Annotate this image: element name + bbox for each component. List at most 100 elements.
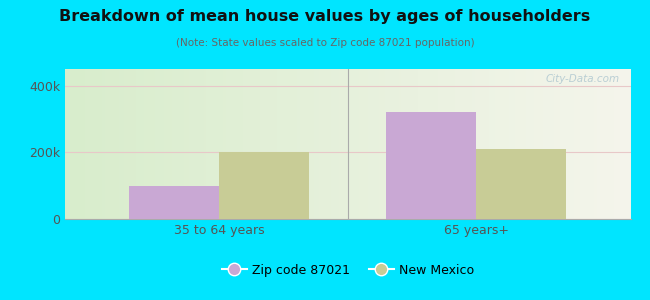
Bar bbox=[302, 69, 305, 219]
Bar bbox=[252, 69, 254, 219]
Bar bbox=[249, 69, 252, 219]
Bar bbox=[480, 69, 484, 219]
Bar bbox=[207, 69, 209, 219]
Bar bbox=[476, 149, 566, 219]
Bar bbox=[574, 69, 577, 219]
Bar bbox=[622, 69, 625, 219]
Bar bbox=[159, 69, 161, 219]
Text: City-Data.com: City-Data.com bbox=[545, 74, 619, 83]
Bar bbox=[588, 69, 591, 219]
Bar bbox=[582, 69, 585, 219]
Bar bbox=[226, 69, 229, 219]
Bar bbox=[478, 69, 480, 219]
Bar bbox=[243, 69, 246, 219]
Bar bbox=[176, 69, 178, 219]
Bar bbox=[141, 69, 144, 219]
Bar bbox=[155, 69, 159, 219]
Bar bbox=[116, 69, 119, 219]
Bar bbox=[289, 69, 291, 219]
Bar bbox=[385, 69, 387, 219]
Bar bbox=[84, 69, 88, 219]
Bar bbox=[469, 69, 472, 219]
Bar bbox=[515, 69, 517, 219]
Bar bbox=[458, 69, 461, 219]
Bar bbox=[402, 69, 404, 219]
Bar bbox=[430, 69, 433, 219]
Bar bbox=[503, 69, 506, 219]
Bar bbox=[79, 69, 82, 219]
Bar bbox=[73, 69, 76, 219]
Bar bbox=[585, 69, 588, 219]
Bar bbox=[593, 69, 597, 219]
Bar bbox=[602, 69, 605, 219]
Bar bbox=[549, 69, 551, 219]
Bar bbox=[322, 69, 325, 219]
Bar bbox=[611, 69, 614, 219]
Bar bbox=[441, 69, 444, 219]
Bar bbox=[203, 69, 207, 219]
Bar bbox=[325, 69, 328, 219]
Bar bbox=[597, 69, 599, 219]
Bar bbox=[486, 69, 489, 219]
Bar bbox=[517, 69, 520, 219]
Bar bbox=[447, 69, 450, 219]
Bar bbox=[512, 69, 515, 219]
Bar bbox=[68, 69, 71, 219]
Bar bbox=[201, 69, 203, 219]
Bar bbox=[291, 69, 294, 219]
Bar bbox=[102, 69, 105, 219]
Bar bbox=[554, 69, 557, 219]
Bar bbox=[543, 69, 545, 219]
Bar bbox=[523, 69, 526, 219]
Bar bbox=[427, 69, 430, 219]
Bar bbox=[506, 69, 509, 219]
Bar bbox=[580, 69, 582, 219]
Bar bbox=[224, 69, 226, 219]
Bar bbox=[337, 69, 339, 219]
Bar bbox=[246, 69, 249, 219]
Bar bbox=[237, 69, 240, 219]
Bar bbox=[386, 112, 476, 219]
Bar bbox=[320, 69, 322, 219]
Text: (Note: State values scaled to Zip code 87021 population): (Note: State values scaled to Zip code 8… bbox=[176, 38, 474, 47]
Bar bbox=[540, 69, 543, 219]
Bar bbox=[300, 69, 302, 219]
Bar bbox=[359, 69, 362, 219]
Bar bbox=[65, 69, 68, 219]
Bar bbox=[129, 186, 219, 219]
Bar bbox=[551, 69, 554, 219]
Bar bbox=[526, 69, 528, 219]
Bar bbox=[96, 69, 99, 219]
Bar bbox=[220, 69, 224, 219]
Bar bbox=[382, 69, 385, 219]
Bar bbox=[390, 69, 393, 219]
Bar bbox=[605, 69, 608, 219]
Legend: Zip code 87021, New Mexico: Zip code 87021, New Mexico bbox=[217, 259, 478, 282]
Bar bbox=[350, 69, 354, 219]
Bar bbox=[370, 69, 373, 219]
Bar bbox=[76, 69, 79, 219]
Bar bbox=[260, 69, 263, 219]
Bar bbox=[492, 69, 495, 219]
Bar bbox=[164, 69, 167, 219]
Bar bbox=[367, 69, 370, 219]
Bar bbox=[235, 69, 237, 219]
Bar bbox=[294, 69, 297, 219]
Bar bbox=[528, 69, 532, 219]
Bar bbox=[71, 69, 73, 219]
Bar bbox=[90, 69, 94, 219]
Bar bbox=[398, 69, 402, 219]
Bar bbox=[520, 69, 523, 219]
Bar bbox=[424, 69, 427, 219]
Bar bbox=[181, 69, 184, 219]
Bar bbox=[232, 69, 235, 219]
Bar bbox=[122, 69, 124, 219]
Bar bbox=[297, 69, 300, 219]
Bar bbox=[272, 69, 274, 219]
Bar bbox=[467, 69, 469, 219]
Bar bbox=[455, 69, 458, 219]
Bar bbox=[219, 152, 309, 219]
Bar bbox=[407, 69, 410, 219]
Bar bbox=[240, 69, 243, 219]
Bar bbox=[111, 69, 113, 219]
